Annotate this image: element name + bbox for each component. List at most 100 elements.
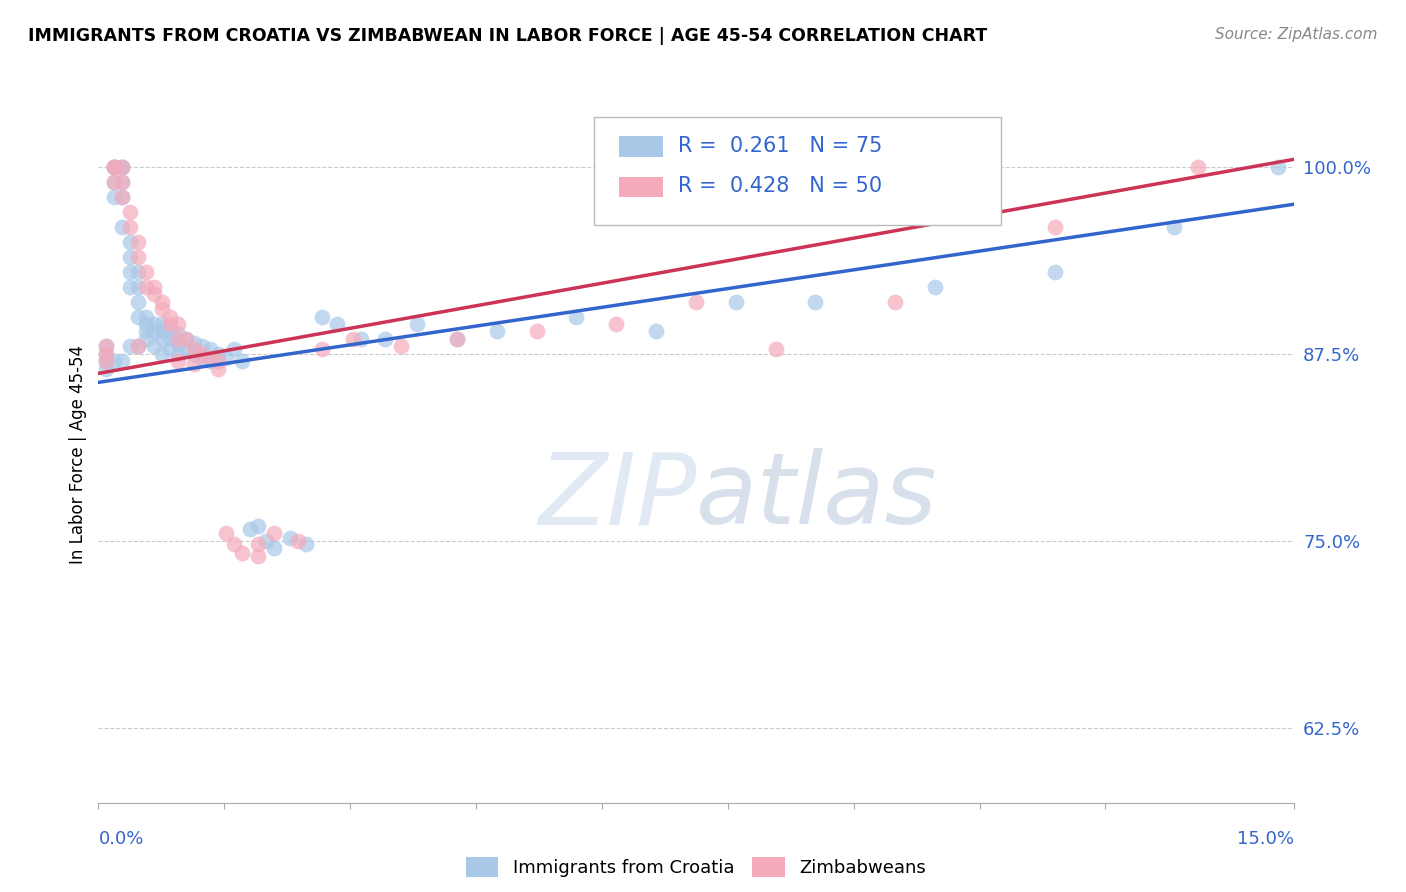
Point (1043, 265, 1066, 279)
Point (103, 175, 125, 189)
Point (724, 294, 747, 309)
Point (565, 310, 588, 324)
Point (127, 265, 149, 279)
Point (111, 160, 134, 174)
Point (135, 265, 157, 279)
Point (111, 175, 134, 189)
Point (135, 332, 157, 346)
Point (120, 204, 142, 219)
Point (96, 362, 118, 376)
Point (1267, 160, 1289, 174)
Point (135, 310, 157, 324)
Point (183, 336, 205, 351)
Text: R =  0.261   N = 75: R = 0.261 N = 75 (678, 136, 883, 156)
Point (150, 325, 173, 339)
Point (198, 354, 221, 368)
Point (96, 339, 118, 353)
Point (350, 332, 373, 346)
Point (231, 354, 253, 368)
Point (111, 160, 134, 174)
Point (263, 526, 285, 541)
Point (239, 522, 262, 536)
Point (191, 351, 214, 366)
Text: IMMIGRANTS FROM CROATIA VS ZIMBABWEAN IN LABOR FORCE | AGE 45-54 CORRELATION CHA: IMMIGRANTS FROM CROATIA VS ZIMBABWEAN IN… (28, 27, 987, 45)
Point (96, 354, 118, 368)
Point (222, 343, 245, 357)
Text: ZIP: ZIP (537, 448, 696, 545)
Point (96, 347, 118, 361)
Point (326, 317, 349, 331)
Point (143, 339, 166, 353)
Text: 0.0%: 0.0% (98, 830, 143, 847)
Point (103, 160, 125, 174)
Point (120, 235, 142, 249)
Point (342, 332, 364, 346)
Point (884, 294, 907, 309)
Point (1163, 219, 1185, 234)
Point (222, 537, 245, 551)
Point (127, 279, 149, 293)
Point (127, 250, 149, 264)
Point (191, 347, 214, 361)
Point (120, 279, 142, 293)
Point (135, 279, 157, 293)
Point (1043, 219, 1066, 234)
Point (120, 250, 142, 264)
Point (150, 317, 173, 331)
Y-axis label: In Labor Force | Age 45-54: In Labor Force | Age 45-54 (69, 345, 87, 565)
Point (167, 336, 190, 351)
Point (174, 332, 197, 346)
Point (103, 160, 125, 174)
Point (645, 325, 668, 339)
Point (111, 219, 134, 234)
Text: 15.0%: 15.0% (1236, 830, 1294, 847)
Point (143, 325, 166, 339)
Legend: Immigrants from Croatia, Zimbabweans: Immigrants from Croatia, Zimbabweans (458, 850, 934, 884)
Point (198, 351, 221, 366)
Point (406, 317, 429, 331)
Point (278, 531, 301, 545)
Point (103, 354, 125, 368)
Point (127, 339, 149, 353)
Point (111, 190, 134, 204)
Point (111, 354, 134, 368)
Point (150, 347, 173, 361)
Point (159, 317, 181, 331)
Point (374, 332, 396, 346)
Bar (620, 177, 662, 197)
Point (254, 533, 277, 548)
Text: R =  0.428   N = 50: R = 0.428 N = 50 (678, 176, 882, 195)
Point (1187, 160, 1209, 174)
Point (389, 339, 412, 353)
Point (143, 279, 166, 293)
Point (207, 347, 229, 361)
FancyBboxPatch shape (595, 118, 1001, 226)
Point (183, 358, 205, 372)
Point (287, 533, 309, 548)
Point (231, 546, 253, 560)
Bar (620, 136, 662, 157)
Point (127, 294, 149, 309)
Point (191, 339, 214, 353)
Point (120, 339, 142, 353)
Point (103, 160, 125, 174)
Point (150, 294, 173, 309)
Point (167, 317, 190, 331)
Point (127, 310, 149, 324)
Point (294, 537, 316, 551)
Point (96, 354, 118, 368)
Point (96, 347, 118, 361)
Point (207, 362, 229, 376)
Point (143, 317, 166, 331)
Point (526, 325, 548, 339)
Point (485, 325, 508, 339)
Point (183, 343, 205, 357)
Point (311, 310, 333, 324)
Point (605, 317, 627, 331)
Point (804, 294, 827, 309)
Text: atlas: atlas (696, 448, 938, 545)
Point (246, 549, 269, 563)
Point (215, 526, 238, 541)
Point (120, 265, 142, 279)
Point (96, 339, 118, 353)
